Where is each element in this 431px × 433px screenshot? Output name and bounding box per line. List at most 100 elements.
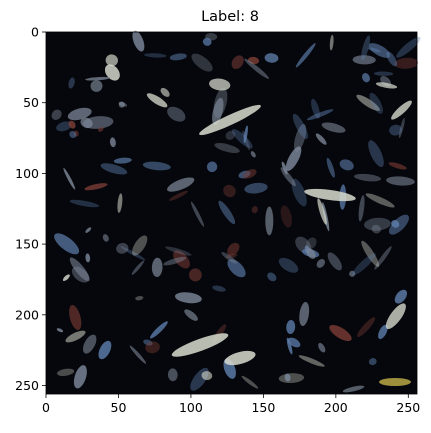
y-tick-label: 150	[15, 237, 39, 252]
leaf-shape	[145, 341, 160, 354]
plot-area	[45, 30, 421, 395]
leaf-shape	[378, 324, 388, 340]
leaf-shape	[212, 285, 226, 292]
leaf-shape	[190, 201, 205, 227]
leaf-shape	[250, 151, 256, 158]
leaf-shape	[264, 53, 279, 63]
leaf-shape	[212, 97, 224, 125]
x-tick-label: 200	[324, 400, 348, 415]
leaf-shape	[369, 92, 383, 114]
leaf-shape	[184, 309, 198, 321]
leaf-shape	[251, 206, 258, 214]
leaf-shape	[371, 224, 381, 234]
leaf-shape	[62, 274, 70, 282]
leaf-shape	[85, 227, 92, 233]
leaf-shape	[174, 292, 202, 304]
leaf-shape	[306, 248, 316, 259]
leaf-shape	[51, 109, 62, 120]
y-tick-label: 100	[15, 166, 39, 181]
leaf-shape	[358, 195, 365, 222]
leaf-shape	[69, 257, 90, 282]
leaf-shape	[368, 43, 391, 58]
x-tick-label: 50	[111, 400, 127, 415]
leaf-shape	[281, 161, 288, 175]
leaf-shape	[321, 122, 346, 133]
y-tick-label: 0	[31, 25, 39, 40]
leaf-shape	[68, 77, 75, 89]
leaf-shape	[117, 193, 123, 213]
leaf-shape	[206, 161, 218, 173]
leaf-shape	[396, 36, 421, 58]
leaf-shape	[284, 373, 291, 382]
leaf-shape	[298, 355, 325, 367]
leaf-shape	[56, 328, 64, 333]
x-tick-label: 250	[396, 400, 420, 415]
leaf-shape	[135, 296, 144, 301]
leaf-shape	[109, 137, 116, 148]
leaf-shape	[85, 76, 111, 81]
leaf-shape	[349, 270, 356, 277]
leaf-shape	[169, 53, 187, 61]
leaf-shape	[361, 35, 371, 61]
leaf-shape	[84, 183, 108, 191]
leaf-shape	[202, 37, 212, 46]
leaf-shape	[388, 162, 407, 170]
leaf-shape	[356, 94, 380, 111]
leaf-shape	[329, 324, 352, 342]
leaf-shape	[218, 200, 236, 225]
leaf-shape	[227, 259, 246, 278]
leaf-shape	[295, 43, 316, 68]
leaf-shape	[280, 205, 292, 228]
leaf-shape	[292, 113, 308, 140]
x-axis: 0 50 100 150 200 250	[42, 394, 420, 415]
leaf-shape	[69, 304, 82, 331]
axes-frame	[45, 31, 418, 395]
leaf-shape	[223, 184, 236, 198]
leaf-shape	[394, 289, 408, 304]
leaf-shape	[294, 123, 307, 152]
bright-leaf-shape	[304, 188, 356, 202]
leaf-shape	[63, 168, 76, 190]
leaf-shape	[100, 163, 128, 175]
leaf-shape	[98, 340, 112, 360]
leaf-shape	[299, 301, 310, 327]
leaf-shape	[243, 125, 248, 144]
leaf-shape	[118, 101, 128, 107]
leaf-shape	[65, 330, 86, 343]
image-background	[46, 32, 417, 394]
leaf-shape	[278, 373, 305, 384]
leaf-shape	[105, 54, 118, 67]
leaf-shape	[327, 252, 342, 271]
leaf-shape	[113, 157, 132, 164]
leaf-shape	[69, 199, 100, 208]
leaf-shape	[104, 64, 120, 81]
leaf-shape	[167, 106, 186, 122]
leaf-shape	[329, 34, 334, 51]
leaf-shape	[241, 375, 259, 389]
leaf-shape	[188, 268, 202, 282]
leaf-shape	[69, 130, 77, 139]
leaf-shape	[151, 257, 163, 277]
leaf-shape	[374, 246, 392, 270]
y-tick-label: 250	[15, 378, 39, 393]
leaf-shape	[214, 143, 240, 153]
leaf-shape	[375, 82, 398, 89]
leaf-shape	[67, 107, 92, 121]
leaf-shape	[73, 365, 87, 389]
leaf-shape	[191, 53, 213, 72]
leaf-shape	[146, 93, 168, 108]
leaf-shape	[286, 320, 296, 334]
leaf-shape	[361, 240, 380, 267]
leaf-shape	[316, 258, 325, 268]
leaf-shape	[267, 272, 277, 282]
leaf-shape	[244, 58, 269, 79]
leaf-shape	[56, 368, 75, 377]
leaf-shape	[231, 55, 244, 70]
leaf-shape	[357, 317, 376, 338]
x-tick-label: 100	[179, 400, 203, 415]
leaf-shape	[394, 57, 419, 69]
leaf-shape	[173, 250, 190, 269]
leaf-shape	[167, 177, 195, 192]
leaf-shape	[56, 121, 72, 132]
